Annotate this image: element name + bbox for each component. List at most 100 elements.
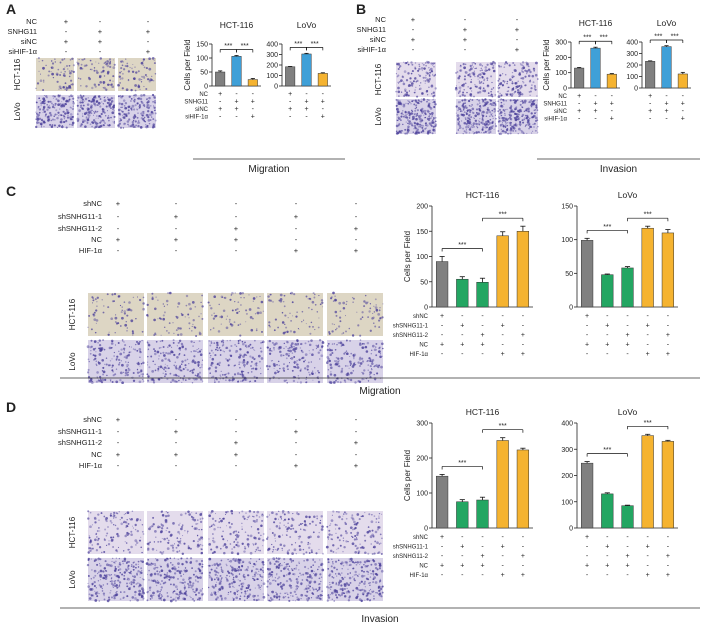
stained-cell xyxy=(166,527,169,530)
stained-cell xyxy=(242,342,245,346)
stained-cell xyxy=(364,599,366,601)
stained-cell xyxy=(252,575,254,577)
stained-cell xyxy=(220,568,223,570)
stained-cell xyxy=(331,581,335,585)
stained-cell xyxy=(120,67,123,70)
stained-cell xyxy=(53,107,56,109)
stained-cell xyxy=(273,349,275,351)
stained-cell xyxy=(429,131,432,134)
stained-cell xyxy=(457,101,461,104)
stained-cell xyxy=(379,533,382,536)
stained-cell xyxy=(285,379,288,382)
stained-cell xyxy=(110,596,114,599)
stained-cell xyxy=(140,94,143,97)
stained-cell xyxy=(458,127,460,129)
stained-cell xyxy=(116,534,120,538)
stained-cell xyxy=(488,110,492,114)
stained-cell xyxy=(91,582,94,586)
stained-cell xyxy=(138,583,142,587)
stained-cell xyxy=(473,70,475,72)
stained-cell xyxy=(71,95,73,97)
stained-cell xyxy=(214,573,217,576)
stained-cell xyxy=(465,113,468,115)
stained-cell xyxy=(283,524,285,527)
stained-cell xyxy=(338,515,341,519)
stained-cell xyxy=(64,102,67,106)
stained-cell xyxy=(193,355,196,358)
stained-cell xyxy=(432,128,435,131)
stained-cell xyxy=(110,84,112,86)
stained-cell xyxy=(252,565,255,568)
stained-cell xyxy=(158,525,161,529)
stained-cell xyxy=(110,107,112,109)
stained-cell xyxy=(351,535,353,538)
stained-cell xyxy=(345,517,348,520)
stained-cell xyxy=(274,580,277,582)
stained-cell xyxy=(380,552,383,556)
stained-cell xyxy=(166,537,169,540)
stained-cell xyxy=(141,110,145,114)
stained-cell xyxy=(363,582,366,585)
stained-cell xyxy=(471,104,473,106)
stained-cell xyxy=(269,575,271,577)
stained-cell xyxy=(257,573,259,575)
treatment-mark: + xyxy=(294,461,299,470)
stained-cell xyxy=(515,123,518,126)
stained-cell xyxy=(129,519,132,521)
stained-cell xyxy=(249,316,253,319)
stained-cell xyxy=(342,537,345,539)
stained-cell xyxy=(331,598,333,600)
stained-cell xyxy=(157,366,160,368)
stained-cell xyxy=(152,381,156,384)
stained-cell xyxy=(371,358,375,362)
stained-cell xyxy=(132,371,135,375)
stained-cell xyxy=(142,58,146,61)
stained-cell xyxy=(312,326,314,328)
stained-cell xyxy=(137,342,141,345)
stained-cell xyxy=(252,519,255,523)
stained-cell xyxy=(328,359,332,363)
stained-cell xyxy=(209,304,211,307)
stained-cell xyxy=(172,547,174,549)
stained-cell xyxy=(295,564,298,567)
stained-cell xyxy=(132,296,135,299)
stained-cell xyxy=(128,582,131,584)
stained-cell xyxy=(127,79,130,81)
stained-cell xyxy=(521,100,524,103)
stained-cell xyxy=(39,108,41,110)
stained-cell xyxy=(429,71,432,74)
stained-cell xyxy=(372,578,375,581)
stained-cell xyxy=(381,316,384,319)
stained-cell xyxy=(98,527,100,529)
stained-cell xyxy=(368,592,370,594)
stained-cell xyxy=(142,307,145,311)
stained-cell xyxy=(195,350,197,352)
stained-cell xyxy=(531,115,535,119)
stained-cell xyxy=(177,306,179,308)
stained-cell xyxy=(497,130,500,132)
stained-cell xyxy=(355,596,358,600)
stained-cell xyxy=(42,79,45,82)
stained-cell xyxy=(47,74,50,77)
stained-cell xyxy=(208,514,212,518)
stained-cell xyxy=(122,61,124,63)
stained-cell xyxy=(407,84,411,88)
stained-cell xyxy=(424,127,427,130)
stained-cell xyxy=(89,540,92,542)
stained-cell xyxy=(416,112,419,115)
stained-cell xyxy=(42,66,45,70)
stained-cell xyxy=(235,538,238,541)
stained-cell xyxy=(159,365,163,369)
stained-cell xyxy=(166,541,169,544)
stained-cell xyxy=(343,379,346,382)
stained-cell xyxy=(428,99,430,101)
stained-cell xyxy=(98,62,100,64)
stained-cell xyxy=(258,307,261,310)
stained-cell xyxy=(275,525,279,528)
stained-cell xyxy=(403,70,407,73)
stained-cell xyxy=(71,57,74,60)
stained-cell xyxy=(104,560,107,563)
stained-cell xyxy=(293,590,297,594)
stained-cell xyxy=(347,573,349,575)
stained-cell xyxy=(319,349,322,352)
